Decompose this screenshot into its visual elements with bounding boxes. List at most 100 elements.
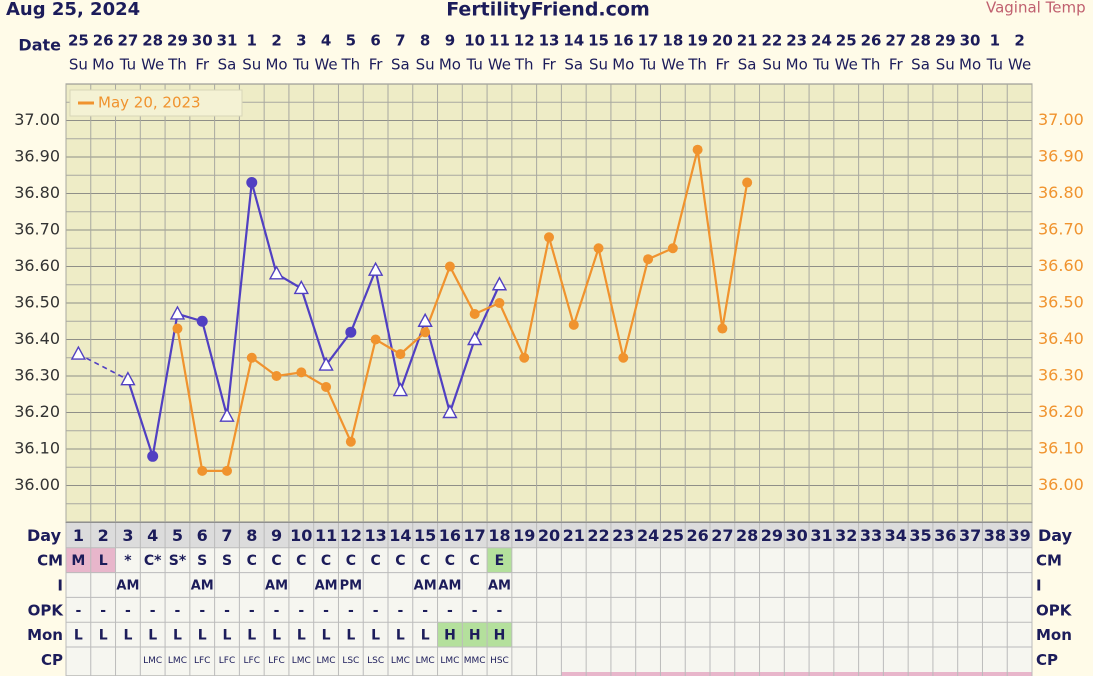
date-label: 31	[217, 32, 238, 50]
date-label: 2	[271, 32, 281, 50]
point-triangle	[268, 265, 285, 280]
cell-value: -	[75, 603, 81, 619]
y-tick-label: 37.00	[14, 110, 60, 129]
point-triangle	[491, 276, 508, 291]
row-label-right: CM	[1036, 552, 1062, 570]
y-tick-label: 36.50	[14, 293, 60, 312]
cell-value: L	[421, 628, 430, 644]
day-number: 19	[513, 526, 535, 545]
date-label: 23	[786, 32, 807, 50]
date-label: 25	[836, 32, 857, 50]
point	[345, 326, 357, 338]
day-number: 32	[835, 526, 857, 545]
day-number: 6	[197, 526, 208, 545]
cell-value: -	[422, 603, 428, 619]
date-label: 30	[960, 32, 981, 50]
date-label: 5	[346, 32, 356, 50]
cell-highlight	[66, 547, 91, 573]
weekday-label: Mo	[959, 56, 981, 74]
date-label: 7	[395, 32, 405, 50]
y-tick-label: 36.90	[14, 147, 60, 166]
date-label: 29	[935, 32, 956, 50]
row-label: Mon	[27, 626, 63, 644]
date-label: 16	[613, 32, 634, 50]
day-number: 36	[934, 526, 956, 545]
day-number: 24	[637, 526, 659, 545]
point	[444, 261, 455, 272]
weekday-label: Sa	[218, 56, 237, 74]
date-label: 4	[321, 32, 331, 50]
weekday-label: We	[661, 56, 684, 74]
day-number: 7	[221, 526, 232, 545]
point	[593, 243, 604, 254]
date-label: 27	[117, 32, 138, 50]
point-triangle	[417, 312, 433, 327]
cell-value: L	[74, 628, 83, 644]
point	[618, 352, 629, 363]
day-number: 30	[786, 526, 808, 545]
weekday-label: Fr	[195, 56, 210, 74]
date-label: 10	[464, 32, 485, 50]
point	[717, 323, 728, 334]
weekday-label: Tu	[986, 56, 1003, 74]
date-label: 18	[662, 32, 683, 50]
day-number: 37	[959, 526, 981, 545]
cell-value: C	[445, 553, 455, 569]
weekday-label: Th	[167, 56, 187, 74]
day-label-right: Day	[1038, 526, 1073, 545]
weekday-label: Fr	[716, 56, 731, 74]
future-strip	[561, 672, 1032, 676]
y-tick-label: 36.10	[14, 439, 60, 458]
date-label: 28	[142, 32, 163, 50]
point	[692, 144, 703, 155]
cell-value: L	[223, 628, 232, 644]
day-number: 4	[147, 526, 158, 545]
weekday-label: We	[141, 56, 164, 74]
cell-value: E	[495, 553, 505, 569]
weekday-label: Mo	[612, 56, 634, 74]
cell-value: LMC	[317, 656, 336, 666]
cell-value: S	[197, 553, 207, 569]
cell-value: LMC	[391, 656, 410, 666]
cell-value: AM	[265, 579, 288, 594]
cell-value: L	[99, 628, 108, 644]
date-label: 20	[712, 32, 733, 50]
date-label: 22	[761, 32, 782, 50]
weekday-label: Mo	[439, 56, 461, 74]
day-number: 11	[315, 526, 337, 545]
y2-tick-label: 36.80	[1038, 183, 1084, 202]
y2-tick-label: 36.50	[1038, 293, 1084, 312]
cell-value: S*	[169, 553, 187, 569]
weekday-label: Tu	[465, 56, 482, 74]
cell-value: LFC	[244, 656, 260, 666]
y-tick-label: 36.70	[14, 220, 60, 239]
y2-tick-label: 37.00	[1038, 110, 1084, 129]
date-label: 29	[167, 32, 188, 50]
point	[370, 334, 381, 345]
date-label: 14	[563, 32, 584, 50]
cell-highlight	[462, 622, 488, 647]
cell-value: C	[470, 553, 480, 569]
row-label-right: CP	[1036, 651, 1058, 669]
day-number: 29	[761, 526, 783, 545]
cell-value: L	[247, 628, 256, 644]
date-label: 26	[93, 32, 114, 50]
point	[667, 243, 678, 254]
point	[271, 371, 282, 381]
point	[643, 254, 654, 265]
weekday-label: Mo	[786, 56, 808, 74]
date-label: 1	[247, 32, 257, 50]
weekday-label: Sa	[391, 56, 410, 74]
day-number: 2	[98, 526, 109, 545]
date-label: 11	[489, 32, 510, 50]
cell-value: -	[175, 603, 181, 619]
cell-value: C	[247, 553, 257, 569]
cell-value: LSC	[367, 656, 384, 666]
day-number: 16	[439, 526, 461, 545]
cell-value: C	[346, 553, 356, 569]
date-label: 15	[588, 32, 609, 50]
cell-value: LFC	[219, 656, 235, 666]
point-triangle	[367, 261, 384, 276]
day-number: 3	[122, 526, 133, 545]
row-label-right: OPK	[1036, 601, 1073, 619]
